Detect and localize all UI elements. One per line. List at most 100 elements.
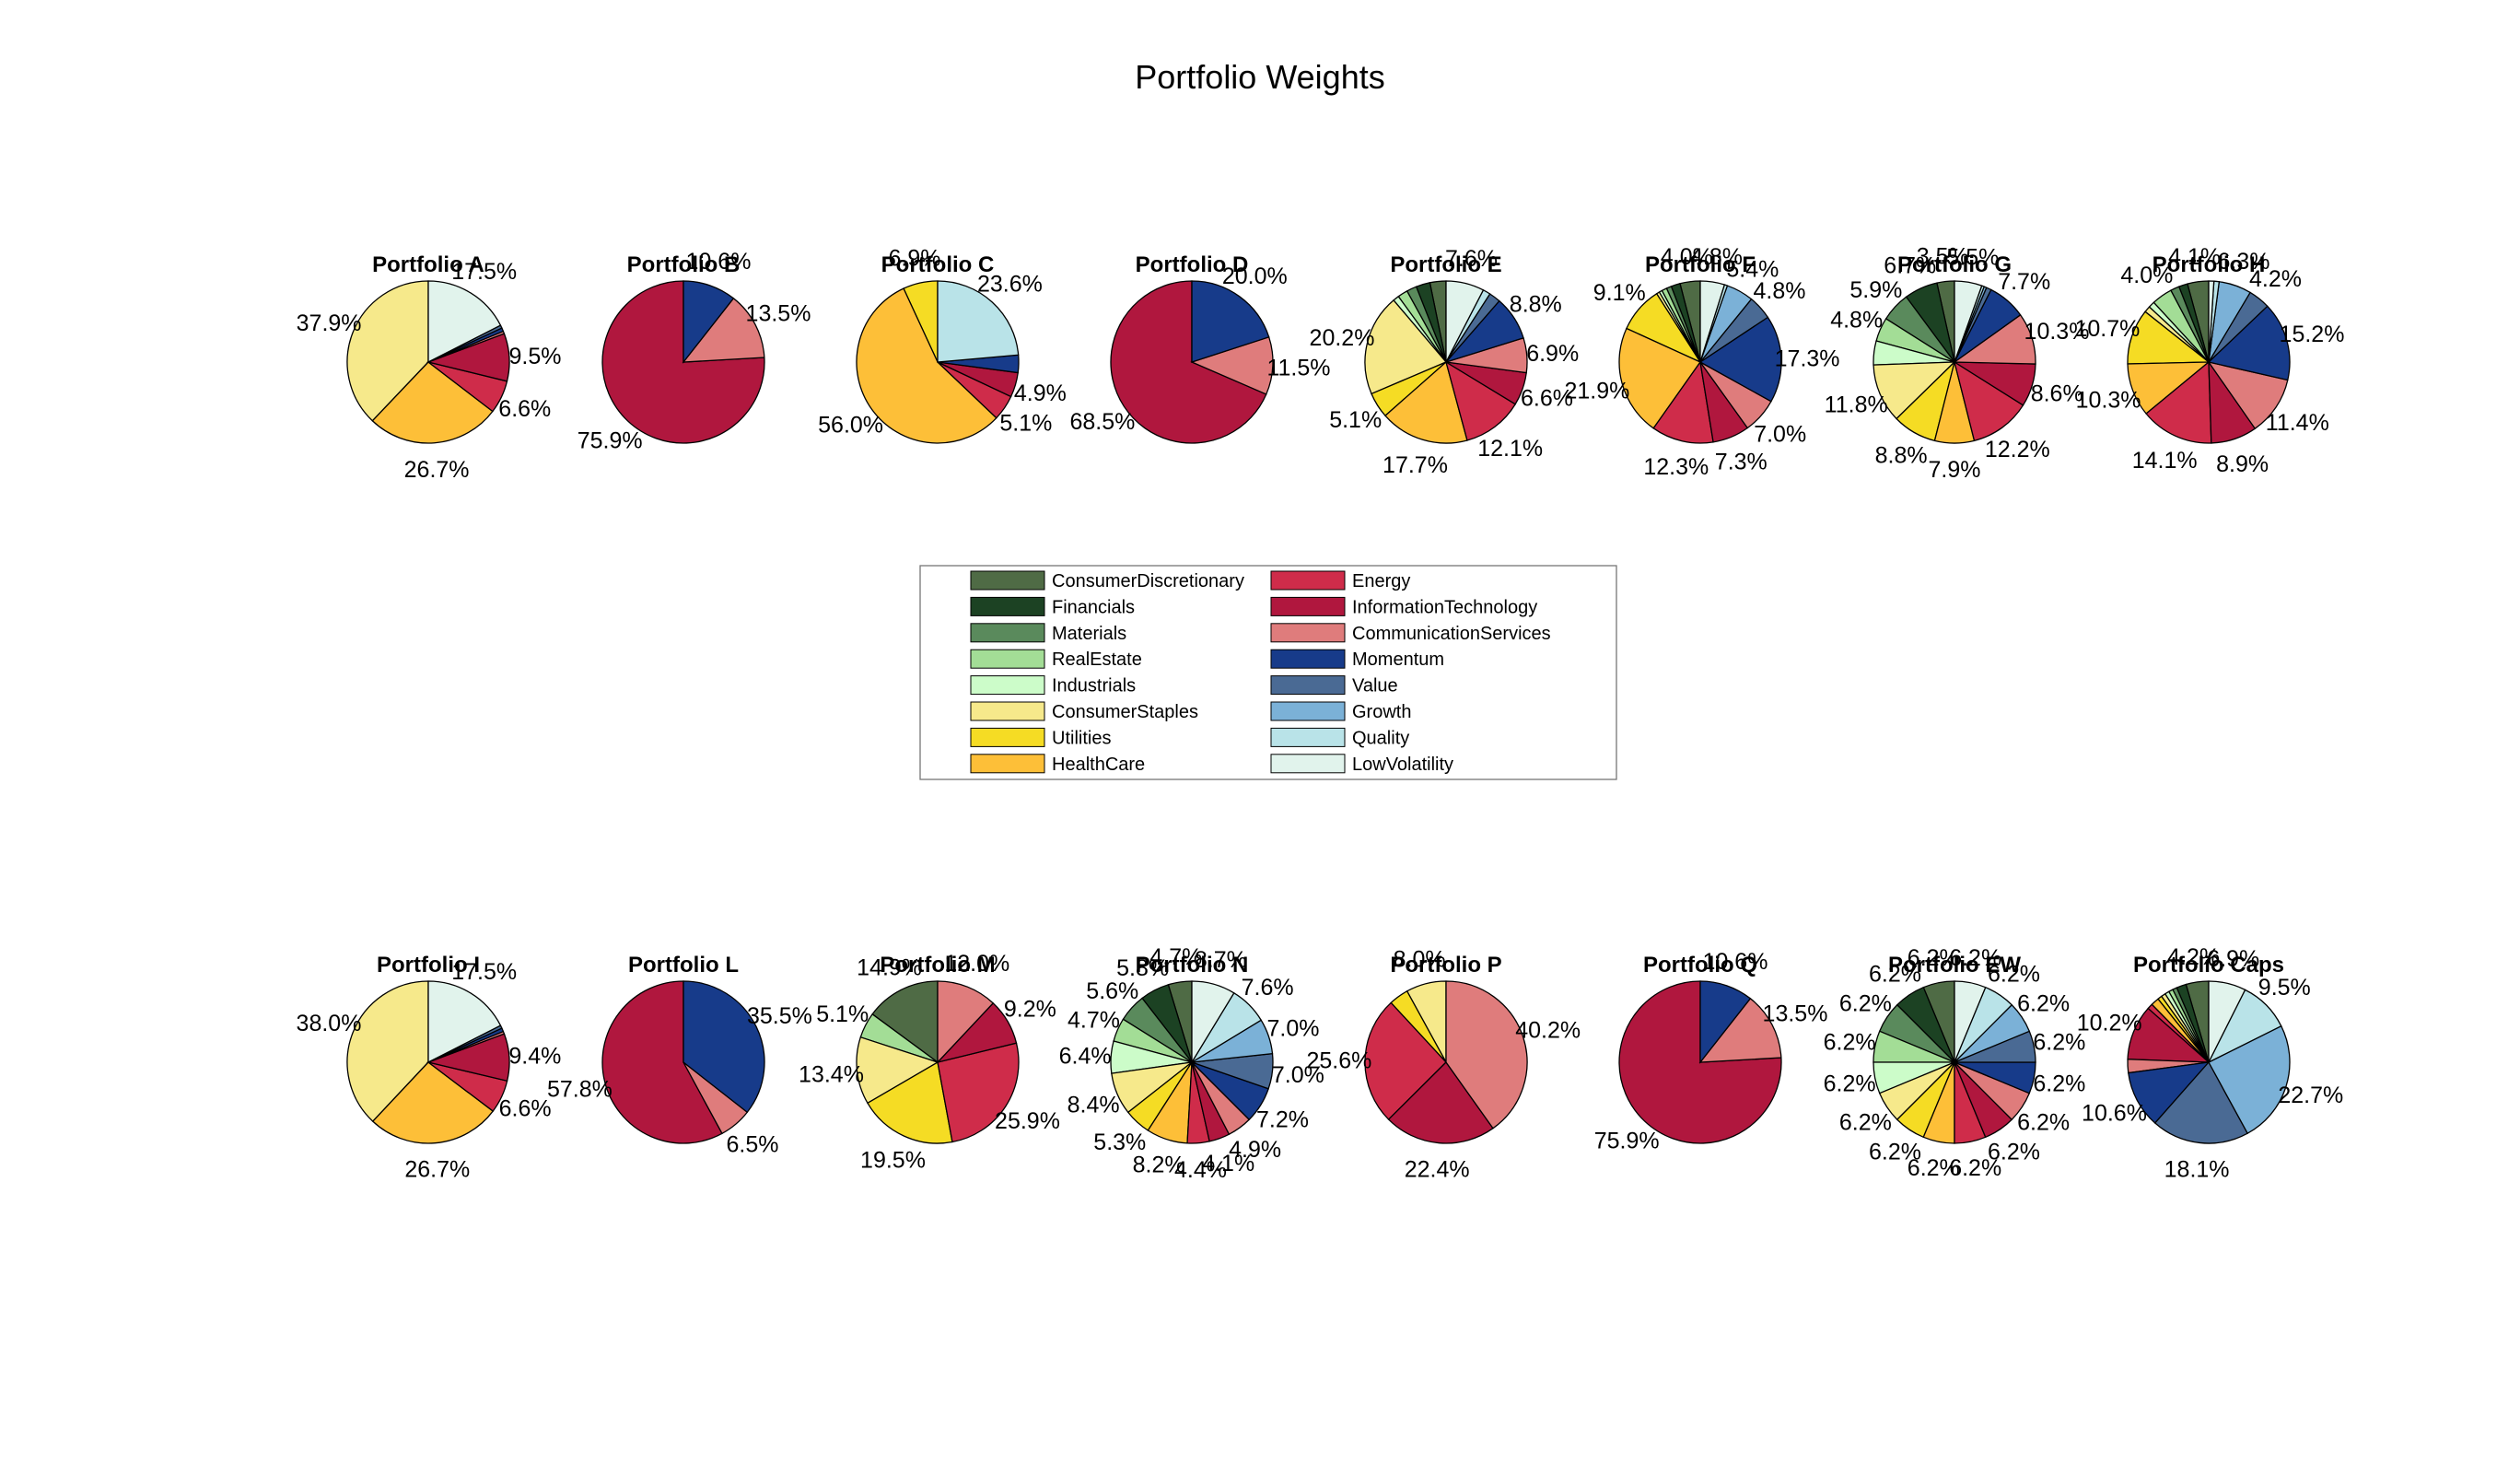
pie-slice-lowvolatility	[1954, 980, 1987, 1063]
slice-label: 25.9%	[995, 1108, 1060, 1134]
legend-item: Financials	[970, 596, 1135, 617]
legend-item: InformationTechnology	[1270, 596, 1537, 617]
slice-label: 6.2%	[1908, 1155, 1960, 1181]
pie-slice-healthcare	[856, 287, 998, 444]
slice-label: 9.5%	[2258, 975, 2311, 1001]
slice-label: 17.5%	[451, 259, 517, 285]
slice-label: 17.3%	[1775, 345, 1840, 371]
pie-charts: Portfolio A37.9%26.7%6.6%9.5%17.5% Portfo…	[297, 244, 2345, 1183]
slice-label: 6.2%	[2017, 1110, 2070, 1136]
legend-label: Growth	[1352, 702, 1411, 722]
legend-label: ConsumerStaples	[1052, 702, 1198, 722]
pie-slice-consumerstaples	[346, 280, 429, 422]
slice-label: 6.2%	[1949, 1155, 2001, 1181]
pie-title: Portfolio G	[1897, 252, 2012, 277]
slice-label: 9.4%	[508, 1044, 561, 1070]
slice-label: 7.0%	[1267, 1016, 1320, 1042]
slice-label: 12.0%	[944, 951, 1009, 977]
slice-label: 12.2%	[1985, 437, 2050, 462]
slice-label: 12.3%	[1643, 454, 1709, 480]
slice-label: 6.9%	[2207, 946, 2259, 972]
pie-slice-lowvolatility	[2208, 280, 2215, 363]
slice-label: 7.9%	[1929, 457, 1981, 483]
slice-label: 5.4%	[1726, 257, 1779, 283]
legend-item: CommunicationServices	[1270, 623, 1551, 644]
slice-label: 19.5%	[860, 1148, 926, 1174]
pie-slice-communicationservices	[2207, 360, 2289, 430]
slice-label: 57.8%	[547, 1077, 612, 1103]
slice-label: 5.8%	[1116, 955, 1169, 981]
pie-title: Portfolio D	[1136, 252, 1249, 277]
legend-swatch	[970, 623, 1045, 643]
legend-swatch	[970, 596, 1045, 616]
slice-label: 4.8%	[1690, 244, 1743, 270]
pie-slice-communicationservices	[1445, 980, 1528, 1129]
pie-slice-consumerstaples	[346, 980, 429, 1123]
legend-label: Utilities	[1052, 728, 1111, 748]
slice-label: 8.8%	[1875, 443, 1928, 469]
slice-label: 6.2%	[1949, 945, 2001, 971]
legend-swatch	[1270, 570, 1346, 591]
pie-slice-consumerstaples	[856, 1036, 939, 1105]
pie-portfolio-ew: Portfolio EW6.2%6.2%6.2%6.2%6.2%6.2%6.2%…	[1824, 945, 2086, 1181]
slice-label: 6.2%	[2017, 991, 2070, 1017]
legend-swatch	[970, 649, 1045, 669]
slice-label: 5.1%	[999, 411, 1052, 437]
slice-label: 35.5%	[747, 1003, 812, 1029]
slice-label: 7.6%	[1445, 246, 1498, 272]
pie-slice-informationtechnology	[1387, 1060, 1494, 1144]
slice-label: 6.2%	[2033, 1071, 2085, 1097]
slice-label: 6.9%	[889, 246, 941, 272]
pie-slice-communicationservices	[1698, 997, 1782, 1063]
pie-portfolio-c: Portfolio C6.9% 56.0% 5.1% 4.9% 23.6%	[818, 246, 1067, 444]
slice-label: 9.1%	[1593, 280, 1646, 306]
slice-label: 5.6%	[1086, 978, 1138, 1004]
legend-label: ConsumerDiscretionary	[1052, 571, 1244, 591]
chart-title: Portfolio Weights	[1135, 58, 1384, 96]
slice-label: 8.6%	[2031, 381, 2083, 407]
pie-portfolio-e: Portfolio E 20.2% 5.1%17.7% 12.1% 6.6% 6.9% 8.…	[1310, 246, 1580, 478]
slice-label: 4.2%	[2167, 944, 2220, 970]
slice-label: 4.9%	[1229, 1137, 1281, 1163]
pie-slice-informationtechnology	[601, 980, 723, 1144]
legend-swatch	[1270, 649, 1346, 669]
slice-label: 9.5%	[509, 344, 562, 369]
slice-label: 4.8%	[1830, 307, 1883, 333]
legend-swatch	[1270, 727, 1346, 747]
slice-label: 6.2%	[1869, 1140, 1921, 1165]
pie-slice-communicationservices	[1190, 335, 1274, 395]
slice-label: 68.5%	[1069, 409, 1135, 435]
slice-label: 7.2%	[1256, 1107, 1309, 1133]
slice-label: 38.0%	[297, 1011, 362, 1036]
slice-label: 10.6%	[1703, 949, 1768, 975]
pie-slice-communicationservices	[682, 297, 765, 363]
slice-label: 6.2%	[1824, 1071, 1876, 1097]
legend-swatch	[1270, 675, 1346, 696]
pie-title: Portfolio L	[628, 953, 739, 977]
slice-label: 6.2%	[1824, 1029, 1876, 1055]
legend: ConsumerDiscretionary Financials Materials…	[919, 565, 1617, 780]
slice-label: 14.9%	[857, 954, 922, 980]
slice-label: 12.1%	[1477, 436, 1543, 462]
legend-swatch	[970, 675, 1045, 696]
legend-swatch	[970, 727, 1045, 747]
pie-portfolio-i: Portfolio I 38.0% 26.7% 6.6% 9.4% 17.5%	[297, 953, 562, 1183]
slice-label: 5.3%	[1093, 1129, 1146, 1155]
slice-label: 6.2%	[1988, 961, 2040, 987]
slice-label: 6.4%	[1059, 1044, 1112, 1070]
slice-label: 25.6%	[1306, 1048, 1371, 1074]
legend-item: Utilities	[970, 727, 1111, 748]
slice-label: 5.1%	[1329, 407, 1382, 433]
pie-slice-momentum	[2207, 305, 2291, 381]
pie-slice-lowvolatility	[1699, 280, 1726, 363]
slice-label: 6.6%	[499, 1096, 552, 1122]
legend-item: Growth	[1270, 701, 1411, 722]
pie-title: Portfolio H	[2152, 252, 2266, 277]
slice-label: 7.6%	[1242, 975, 1294, 1001]
pie-title: Portfolio C	[881, 252, 995, 277]
legend-label: HealthCare	[1052, 755, 1145, 775]
slice-label: 6.2%	[1839, 1110, 1892, 1136]
legend-swatch	[970, 701, 1045, 721]
pie-portfolio-m: Portfolio M14.9% 5.1% 13.4% 19.5% 25.9% 9.2% 1…	[799, 951, 1060, 1174]
